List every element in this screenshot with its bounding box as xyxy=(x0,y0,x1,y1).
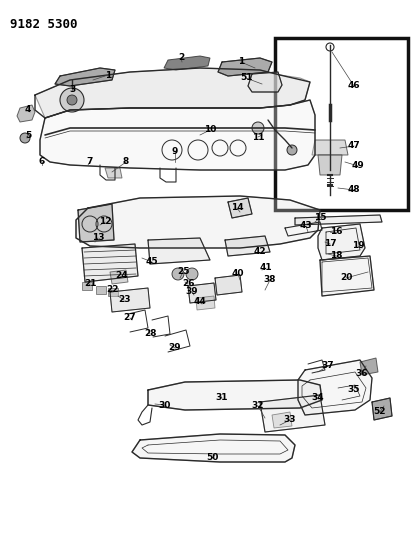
Polygon shape xyxy=(360,358,378,375)
Text: 26: 26 xyxy=(182,279,194,288)
Polygon shape xyxy=(164,56,210,70)
Text: 32: 32 xyxy=(252,401,264,410)
Text: 19: 19 xyxy=(352,241,364,251)
Polygon shape xyxy=(295,215,382,225)
Text: 40: 40 xyxy=(232,270,244,279)
Text: 11: 11 xyxy=(252,133,264,141)
Polygon shape xyxy=(372,398,392,420)
Polygon shape xyxy=(132,434,295,462)
Text: 29: 29 xyxy=(169,343,181,352)
Text: 43: 43 xyxy=(300,222,312,230)
Text: 28: 28 xyxy=(144,329,156,338)
Text: 4: 4 xyxy=(25,106,31,115)
Polygon shape xyxy=(228,198,252,218)
Text: 2: 2 xyxy=(178,53,184,62)
Polygon shape xyxy=(298,360,372,415)
Text: 36: 36 xyxy=(356,369,368,378)
Text: 41: 41 xyxy=(260,263,272,272)
Text: 22: 22 xyxy=(106,286,118,295)
Text: 18: 18 xyxy=(330,252,342,261)
Polygon shape xyxy=(110,270,128,284)
Polygon shape xyxy=(78,204,114,242)
Polygon shape xyxy=(105,168,122,178)
Text: 16: 16 xyxy=(330,228,342,237)
Text: 24: 24 xyxy=(115,271,128,280)
Polygon shape xyxy=(35,68,310,118)
Text: 23: 23 xyxy=(118,295,130,304)
Bar xyxy=(96,286,106,294)
Text: 15: 15 xyxy=(314,214,326,222)
Polygon shape xyxy=(260,395,325,432)
Text: 12: 12 xyxy=(99,217,111,227)
Text: 34: 34 xyxy=(312,393,324,402)
Text: 45: 45 xyxy=(145,257,158,266)
Circle shape xyxy=(20,133,30,143)
Text: 44: 44 xyxy=(194,297,206,306)
Text: 9: 9 xyxy=(172,148,178,157)
Text: 8: 8 xyxy=(123,157,129,166)
Text: 3: 3 xyxy=(69,85,75,94)
Circle shape xyxy=(287,145,297,155)
Polygon shape xyxy=(55,68,115,86)
Text: 49: 49 xyxy=(352,161,365,171)
Text: 37: 37 xyxy=(322,361,334,370)
Polygon shape xyxy=(110,288,150,312)
Text: 25: 25 xyxy=(177,268,189,277)
Text: 51: 51 xyxy=(240,74,252,83)
Polygon shape xyxy=(312,140,348,155)
Text: 42: 42 xyxy=(254,247,266,256)
Polygon shape xyxy=(76,196,320,248)
Polygon shape xyxy=(248,72,282,92)
Polygon shape xyxy=(148,238,210,264)
Text: 46: 46 xyxy=(348,82,360,91)
Text: 33: 33 xyxy=(284,416,296,424)
Text: 1: 1 xyxy=(238,58,244,67)
Polygon shape xyxy=(320,256,374,296)
Bar xyxy=(82,282,92,290)
Polygon shape xyxy=(82,244,138,282)
Text: 27: 27 xyxy=(124,313,136,322)
Polygon shape xyxy=(196,296,215,310)
Polygon shape xyxy=(17,105,35,122)
Text: 48: 48 xyxy=(348,185,360,195)
Polygon shape xyxy=(318,224,365,260)
Polygon shape xyxy=(272,412,292,428)
Text: 9182 5300: 9182 5300 xyxy=(10,18,78,31)
Text: 50: 50 xyxy=(206,454,218,463)
Text: 17: 17 xyxy=(324,239,336,248)
Text: 35: 35 xyxy=(348,385,360,394)
Circle shape xyxy=(60,88,84,112)
Text: 20: 20 xyxy=(340,273,352,282)
Polygon shape xyxy=(215,275,242,295)
Polygon shape xyxy=(318,155,342,175)
Bar xyxy=(275,38,408,210)
Text: 5: 5 xyxy=(25,131,31,140)
Text: 6: 6 xyxy=(39,157,45,166)
Text: 30: 30 xyxy=(159,400,171,409)
Polygon shape xyxy=(188,283,216,303)
Text: 39: 39 xyxy=(186,287,199,296)
Text: 52: 52 xyxy=(374,408,386,416)
Text: 10: 10 xyxy=(204,125,216,134)
Polygon shape xyxy=(40,100,315,170)
Circle shape xyxy=(252,122,264,134)
Text: 14: 14 xyxy=(231,204,243,213)
Text: 13: 13 xyxy=(92,233,104,243)
Circle shape xyxy=(186,268,198,280)
Circle shape xyxy=(67,95,77,105)
Polygon shape xyxy=(218,58,272,76)
Polygon shape xyxy=(225,236,270,256)
Text: 21: 21 xyxy=(84,279,96,288)
Text: 1: 1 xyxy=(105,70,111,79)
Polygon shape xyxy=(148,380,322,410)
Circle shape xyxy=(172,268,184,280)
Bar xyxy=(108,288,118,296)
Text: 7: 7 xyxy=(87,157,93,166)
Text: 31: 31 xyxy=(216,393,228,402)
Text: 38: 38 xyxy=(264,276,276,285)
Text: 47: 47 xyxy=(348,141,360,150)
